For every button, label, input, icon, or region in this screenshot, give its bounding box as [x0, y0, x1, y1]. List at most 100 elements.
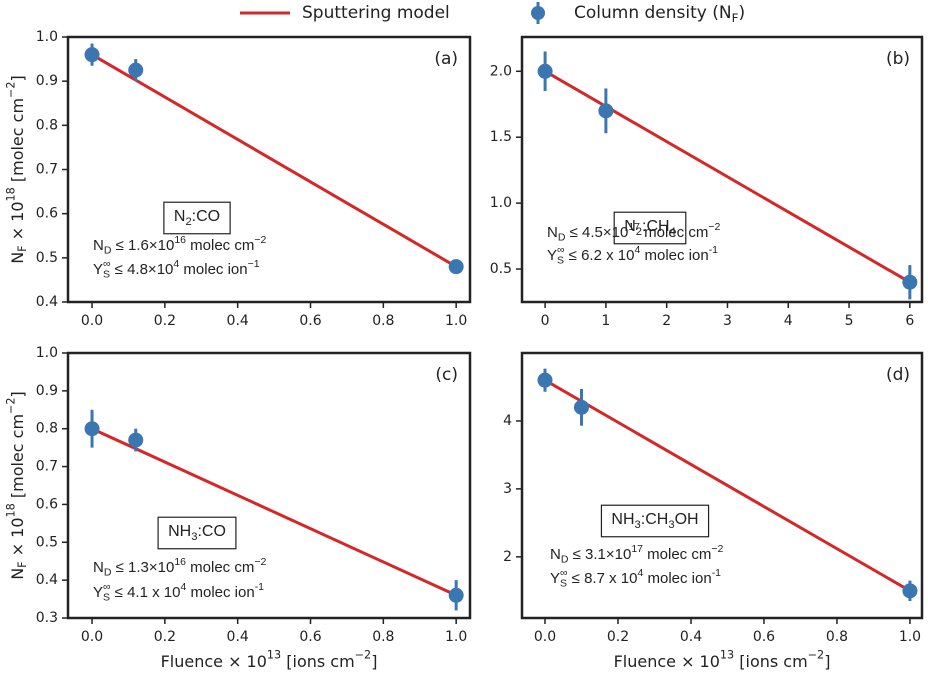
data-point — [84, 421, 100, 437]
y-tick-label: 1.0 — [490, 195, 512, 211]
text-part: [molec cm — [8, 98, 27, 187]
text-part: F — [16, 561, 29, 567]
text-part: molec cm — [186, 237, 254, 254]
text-part: :CO — [192, 208, 220, 225]
text-part: :CO — [197, 523, 225, 540]
text-part: −2 — [5, 397, 18, 414]
text-part: ∞ — [103, 581, 111, 593]
data-point — [573, 399, 589, 415]
text-part: 16 — [174, 234, 186, 246]
sample-label: NH3:CO — [168, 523, 226, 543]
text-part: NH — [611, 511, 634, 528]
x-tick-label: 0.6 — [753, 629, 775, 645]
text-part: F — [732, 11, 739, 25]
data-point — [537, 63, 553, 79]
text-part: ∞ — [103, 258, 111, 270]
text-part: ≤ 4.1 x 10 — [111, 584, 181, 601]
text-part: :CH — [642, 218, 670, 235]
plot-frame — [520, 351, 924, 620]
x-axis-label: Fluence × 1013 [ions cm−2] — [614, 649, 831, 671]
y-tick-label: 0.8 — [36, 421, 58, 437]
model-line — [544, 378, 911, 593]
y-tick-label: 0.4 — [36, 572, 58, 588]
text-part: 2 — [636, 226, 642, 238]
annotation: ND ≤ 3.1×1017 molec cm−2 — [550, 543, 723, 566]
sample-box — [613, 211, 687, 245]
annotation: YS∞ ≤ 4.8×104 molec ion−1 — [93, 258, 260, 281]
text-part: 3 — [668, 519, 674, 531]
x-tick-label: 0 — [541, 313, 550, 329]
text-part: ] — [824, 652, 830, 671]
x-tick-label: 6 — [905, 313, 914, 329]
x-tick-label: 0.0 — [81, 629, 103, 645]
x-tick-label: 0.6 — [299, 313, 321, 329]
x-tick-label: 0.6 — [299, 629, 321, 645]
text-part: −2 — [254, 234, 266, 246]
x-tick-label: 0.2 — [607, 629, 629, 645]
text-part: 18 — [5, 187, 18, 201]
annotation: YS∞ ≤ 8.7 x 104 molec ion-1 — [550, 567, 721, 590]
text-part: −2 — [708, 221, 720, 233]
text-part: ] — [8, 75, 27, 81]
x-tick-label: 0.4 — [227, 629, 249, 645]
data-point — [902, 274, 918, 290]
text-part: Y — [93, 261, 103, 278]
data-point — [537, 372, 553, 388]
panel-label: (c) — [435, 365, 458, 385]
text-part: −2 — [711, 543, 723, 555]
x-tick-label: 0.8 — [826, 629, 848, 645]
x-tick-label: 4 — [784, 313, 793, 329]
text-part: 4 — [637, 567, 643, 579]
legend-marker — [531, 6, 545, 20]
y-tick-label: 0.9 — [36, 383, 58, 399]
y-tick-label: 0.3 — [36, 610, 58, 626]
plot-frame — [66, 35, 472, 304]
text-part: molec cm — [186, 559, 254, 576]
y-tick-label: 0.5 — [36, 250, 58, 266]
text-part: ] — [371, 652, 377, 671]
text-part: ] — [8, 391, 27, 397]
x-tick-label: 1.0 — [445, 313, 467, 329]
y-tick-label: 0.6 — [36, 496, 58, 512]
text-part: −2 — [355, 649, 372, 662]
data-point — [128, 432, 144, 448]
text-part: OH — [675, 511, 699, 528]
text-part: 18 — [5, 503, 18, 517]
y-tick-label: 0.4 — [36, 294, 58, 310]
y-tick-label: 0.5 — [490, 261, 512, 277]
text-part: 4 — [670, 226, 676, 238]
text-part: 16 — [174, 556, 186, 568]
y-tick-label: 0.7 — [36, 162, 58, 178]
text-part: ) — [738, 3, 745, 23]
text-part: 3 — [191, 531, 197, 543]
text-part: -1 — [255, 581, 264, 593]
text-part: F — [16, 245, 29, 251]
text-part: ≤ 6.2 x 10 — [565, 247, 635, 264]
text-part: -1 — [709, 244, 718, 256]
sample-box — [157, 516, 237, 550]
annotation: YS∞ ≤ 4.1 x 104 molec ion-1 — [93, 581, 264, 604]
text-part: D — [104, 566, 112, 578]
x-tick-label: 1 — [601, 313, 610, 329]
sample-label: N2:CO — [174, 208, 220, 228]
text-part: ≤ 8.7 x 10 — [568, 570, 638, 587]
x-tick-label: 5 — [845, 313, 854, 329]
model-line — [91, 53, 457, 268]
y-axis-label: NF × 1018 [molec cm−2] — [5, 391, 29, 580]
text-part: S — [103, 591, 110, 603]
text-part: molec ion — [186, 584, 254, 601]
panel-label: (d) — [886, 365, 910, 385]
text-part: 13 — [267, 649, 281, 662]
data-point — [128, 62, 144, 78]
y-tick-label: 1.5 — [490, 129, 512, 145]
annotation: YS∞ ≤ 6.2 x 104 molec ion-1 — [547, 244, 718, 267]
text-part: N — [8, 252, 27, 264]
y-tick-label: 0.9 — [36, 73, 58, 89]
text-part: N — [547, 224, 558, 241]
text-part: Fluence × 10 — [161, 652, 267, 671]
text-part: 4 — [634, 244, 640, 256]
text-part: ∞ — [560, 567, 568, 579]
text-part: N — [93, 237, 104, 254]
text-part: molec cm — [643, 546, 711, 563]
